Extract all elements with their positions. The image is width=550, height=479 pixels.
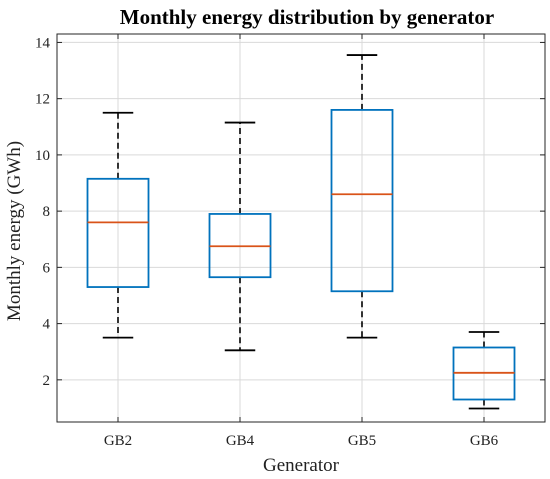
grid-lines xyxy=(57,34,545,422)
y-tick-label: 14 xyxy=(35,35,51,51)
chart-title: Monthly energy distribution by generator xyxy=(120,5,494,29)
x-tick-label: GB5 xyxy=(348,433,376,449)
y-tick-label: 6 xyxy=(43,260,51,276)
axis-ticks: 2 4 6 8 10 12 14 GB2 GB4 GB5 GB6 xyxy=(35,34,545,449)
iqr-box xyxy=(330,109,394,293)
x-axis-label: Generator xyxy=(263,455,340,476)
y-tick-label: 12 xyxy=(35,92,50,108)
plot-frame xyxy=(56,33,546,423)
boxes xyxy=(86,54,516,410)
y-tick-label: 8 xyxy=(43,204,51,220)
box-gb4 xyxy=(208,121,272,352)
y-axis-label: Monthly energy (GWh) xyxy=(4,141,25,321)
iqr-box xyxy=(86,177,150,288)
x-tick-label: GB2 xyxy=(104,433,132,449)
box-gb2 xyxy=(86,111,150,339)
box-gb6 xyxy=(452,331,516,410)
x-tick-label: GB6 xyxy=(470,433,499,449)
box-gb5 xyxy=(330,54,394,339)
x-tick-label: GB4 xyxy=(226,433,255,449)
y-tick-label: 4 xyxy=(43,317,51,333)
y-tick-label: 2 xyxy=(43,373,51,389)
y-tick-label: 10 xyxy=(35,148,50,164)
